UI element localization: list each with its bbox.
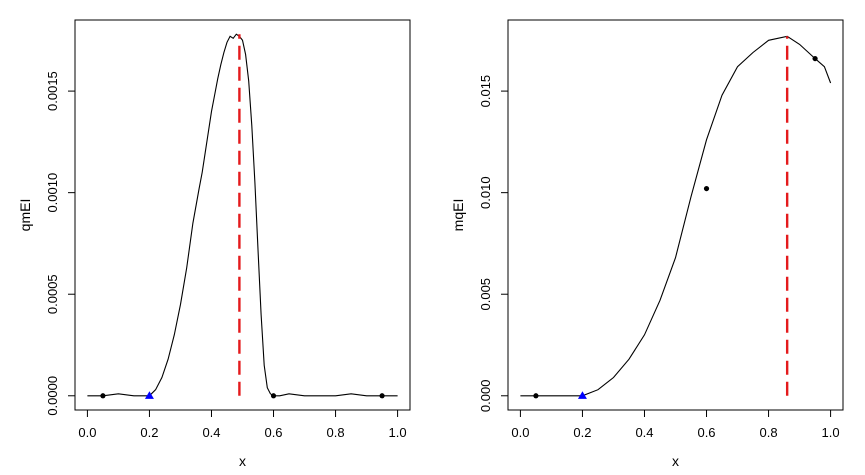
left-y-tick-label: 0.0005 [45,274,60,314]
right-plot-panel: 0.0 0.2 0.4 0.6 0.8 1.0 0.0000.0050.0100.015 … [450,19,844,469]
left-circle-point [379,393,385,399]
right-y-axis: 0.000 0.005 0.010 0.015 [478,75,508,412]
left-plot-panel: 0.0 0.2 0.4 0.6 0.8 1.0 0.00000.00050.00100.0… [17,19,411,469]
left-x-tick-label: 0.8 [327,425,345,440]
left-x-tick-label: 0.0 [78,425,96,440]
left-points [100,391,385,399]
left-x-axis: 0.0 0.2 0.4 0.6 0.8 1.0 [78,410,407,440]
right-circle-point [533,393,539,399]
right-y-axis-label: mqEI [450,199,466,232]
right-x-tick-label: 0.4 [635,425,653,440]
right-x-tick-label: 0.2 [573,425,591,440]
right-x-tick-label: 0.8 [760,425,778,440]
left-x-tick-label: 0.4 [202,425,220,440]
right-points [533,55,818,399]
left-y-axis-label: qmEI [17,199,33,232]
right-x-axis: 0.0 0.2 0.4 0.6 0.8 1.0 [511,410,840,440]
left-circle-point [270,393,277,399]
right-x-tick-label: 1.0 [822,425,840,440]
left-x-tick-label: 0.6 [264,425,282,440]
right-y-tick-label: 0.010 [478,176,493,209]
left-triangle-point [144,391,154,399]
left-series-line [87,33,398,397]
left-y-tick-label: 0.0000 [45,376,60,416]
right-series-line [520,35,832,397]
left-y-tick-label: 0.0015 [45,71,60,111]
right-triangle-point [577,391,587,399]
right-x-axis-label: x [672,453,679,469]
left-x-axis-label: x [239,453,246,469]
right-x-tick-label: 0.0 [511,425,529,440]
left-y-axis: 0.0000 0.0005 0.0010 0.0015 [45,71,75,416]
left-circle-point [100,393,106,399]
right-plot-frame [507,19,844,411]
right-y-tick-label: 0.015 [478,75,493,108]
left-x-tick-label: 1.0 [389,425,407,440]
right-circle-point [703,185,710,192]
right-x-tick-label: 0.6 [697,425,715,440]
left-plot-frame [74,19,411,411]
left-y-tick-label: 0.0010 [45,173,60,213]
left-x-tick-label: 0.2 [140,425,158,440]
right-circle-point [812,55,818,62]
right-y-tick-label: 0.000 [478,380,493,413]
right-y-tick-label: 0.005 [478,278,493,311]
